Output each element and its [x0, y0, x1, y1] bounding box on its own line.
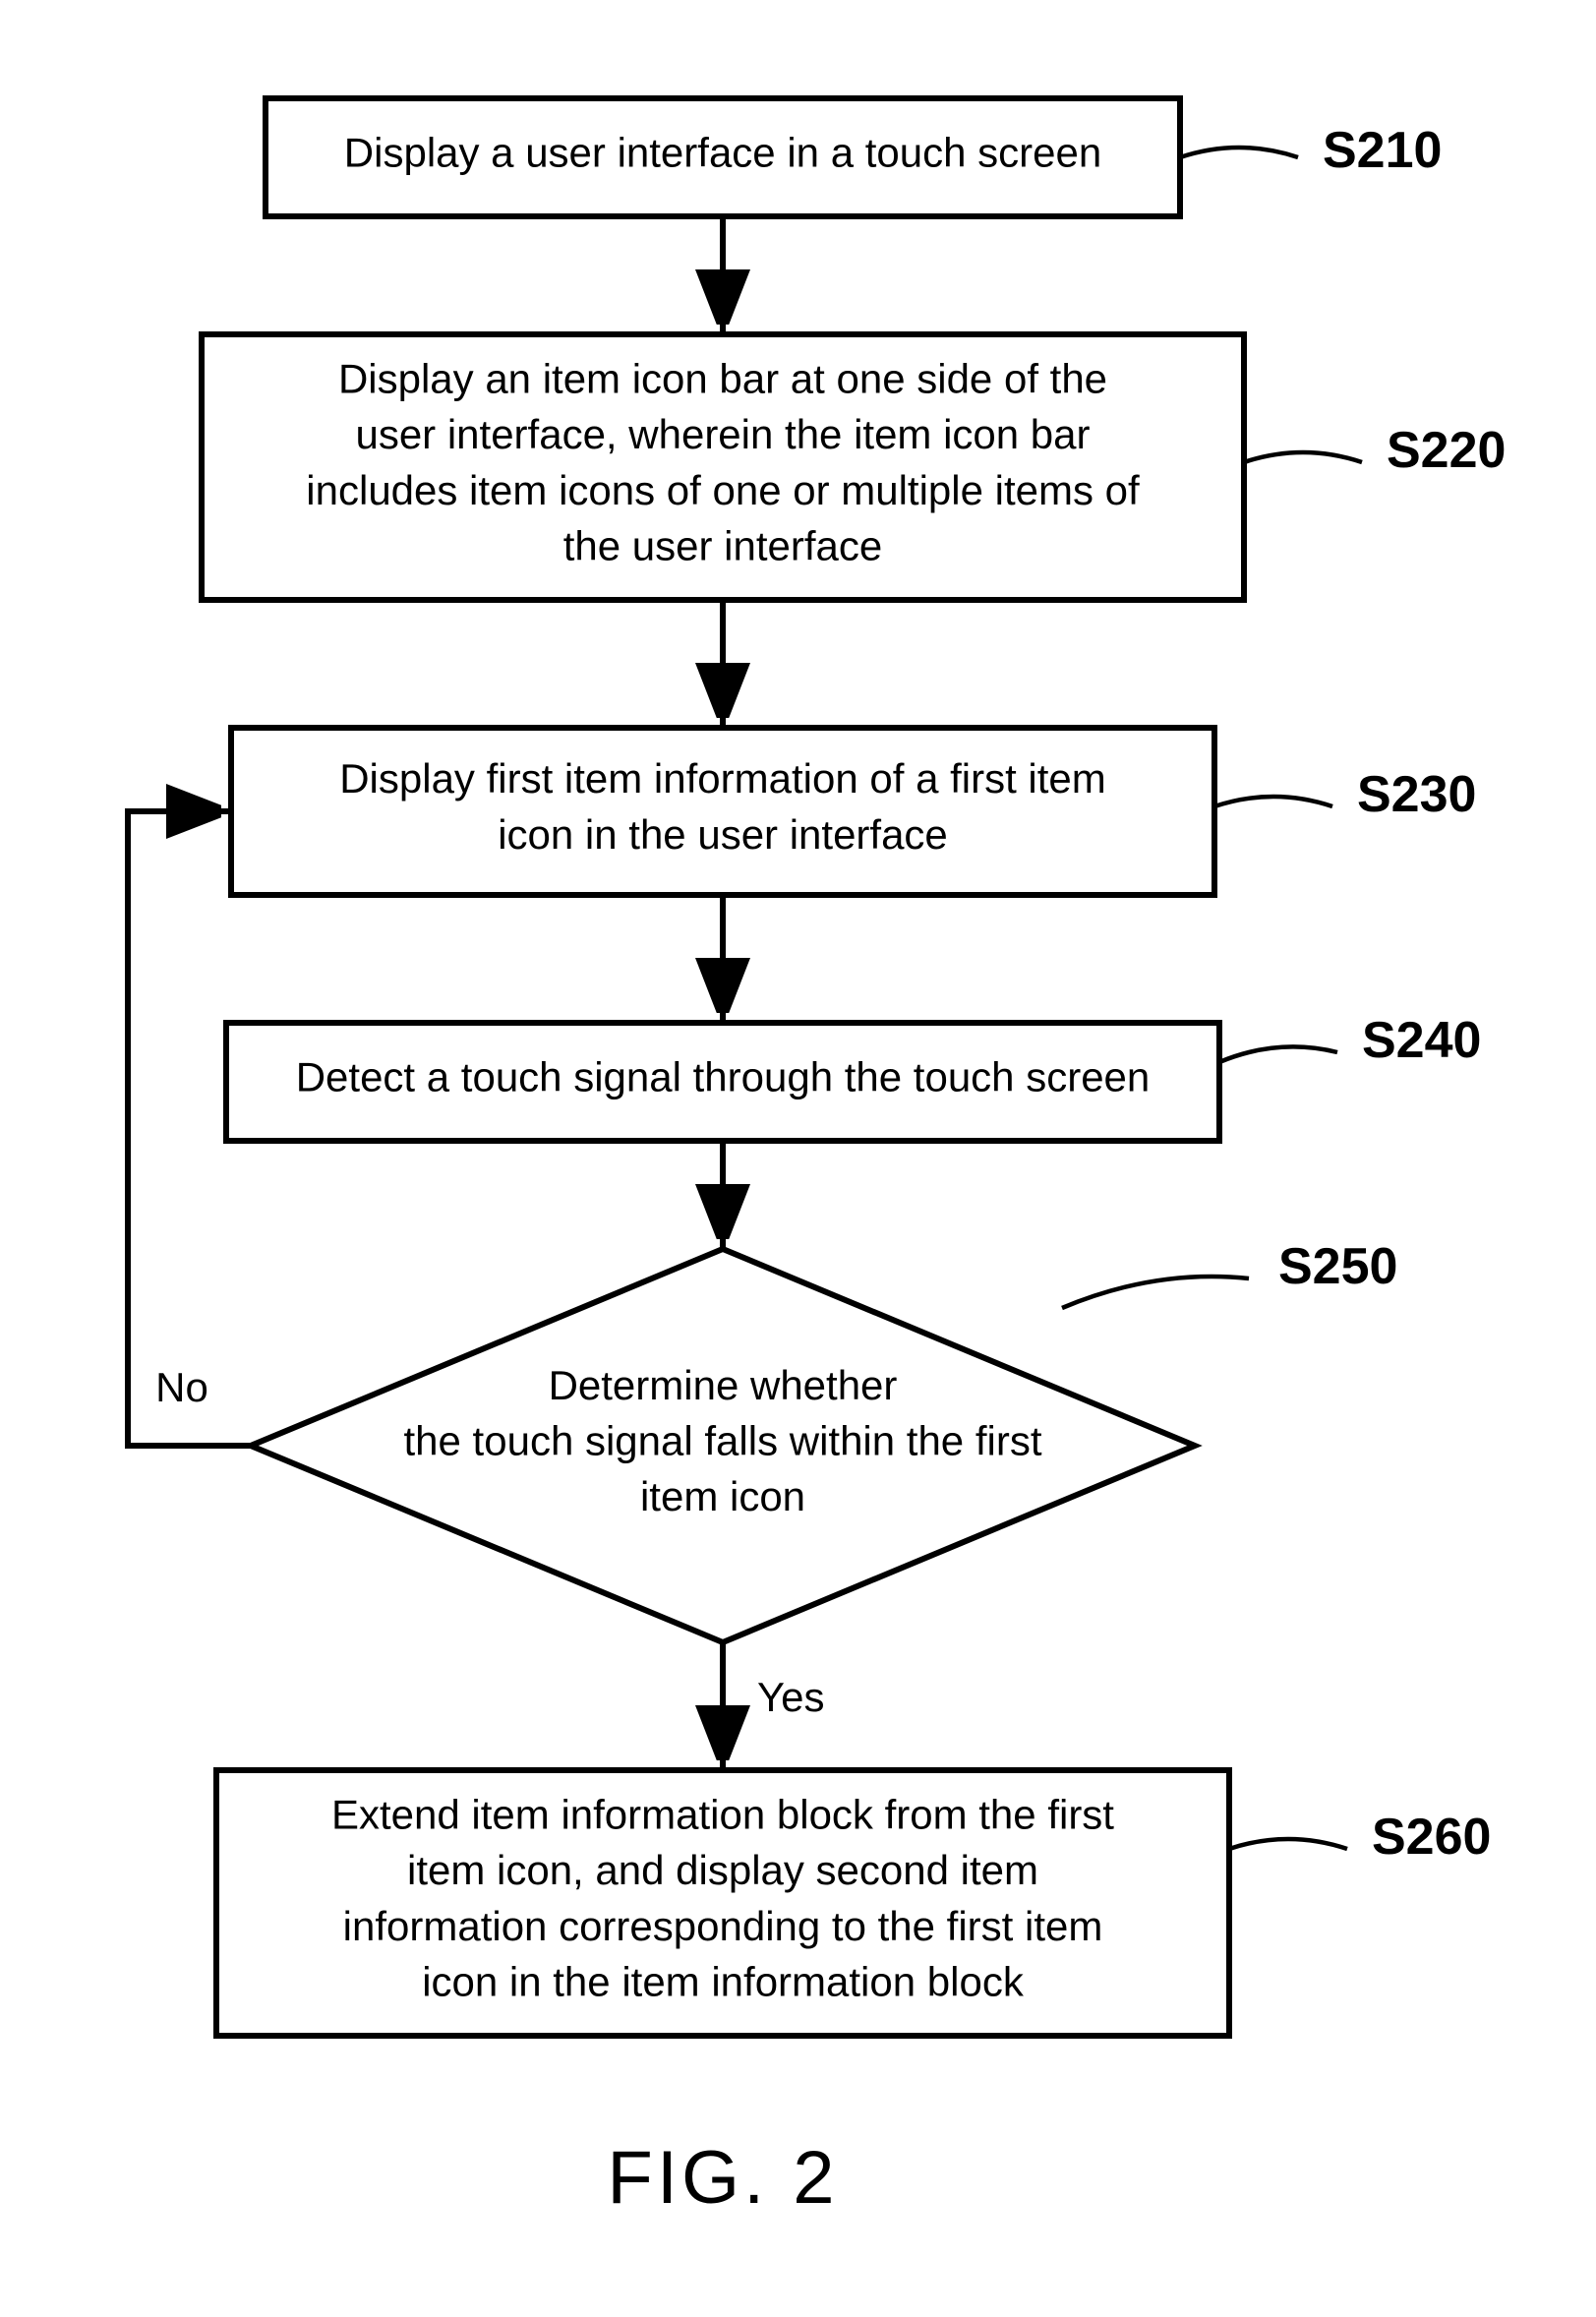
flow-node-s250: Determine whether the touch signal falls … [251, 1249, 1195, 1642]
node-text: Display first item information of a firs… [339, 755, 1106, 802]
step-label-s240: S240 [1362, 1012, 1481, 1069]
node-text: icon in the user interface [498, 811, 948, 858]
callout-arc [1229, 1839, 1347, 1849]
flow-node-s240: Detect a touch signal through the touch … [226, 1023, 1219, 1141]
callout-arc [1244, 452, 1362, 462]
node-text: Detect a touch signal through the touch … [296, 1053, 1151, 1099]
callout-arc [1062, 1277, 1249, 1308]
node-text: item icon, and display second item [407, 1847, 1038, 1893]
callout-arc [1214, 797, 1332, 806]
node-text: information corresponding to the first i… [343, 1903, 1103, 1949]
step-label-s230: S230 [1357, 766, 1476, 823]
flow-node-s260: Extend item information block from the f… [216, 1770, 1229, 2036]
edge-label-no: No [155, 1364, 208, 1410]
node-text: the touch signal falls within the first [404, 1417, 1042, 1463]
node-text: Extend item information block from the f… [331, 1791, 1114, 1837]
flowchart: Display a user interface in a touch scre… [0, 0, 1596, 2317]
step-label-s210: S210 [1323, 122, 1442, 179]
step-label-s220: S220 [1387, 422, 1506, 479]
flow-node-s210: Display a user interface in a touch scre… [266, 98, 1180, 216]
node-text: Display a user interface in a touch scre… [344, 129, 1101, 175]
node-text: includes item icons of one or multiple i… [306, 467, 1140, 513]
edge-label-yes: Yes [757, 1674, 825, 1720]
node-text: the user interface [563, 523, 883, 569]
node-text: user interface, wherein the item icon ba… [355, 411, 1090, 457]
figure-label: FIG. 2 [607, 2136, 838, 2220]
flow-node-s220: Display an item icon bar at one side of … [202, 334, 1244, 600]
step-label-s260: S260 [1372, 1809, 1491, 1866]
callout-arc [1180, 148, 1298, 157]
node-text: Display an item icon bar at one side of … [338, 355, 1107, 401]
flow-node-s230: Display first item information of a firs… [231, 728, 1214, 895]
node-text: item icon [640, 1473, 805, 1519]
step-label-s250: S250 [1278, 1238, 1397, 1295]
callout-arc [1219, 1046, 1337, 1062]
node-text: icon in the item information block [422, 1959, 1025, 2005]
node-text: Determine whether [549, 1362, 898, 1408]
